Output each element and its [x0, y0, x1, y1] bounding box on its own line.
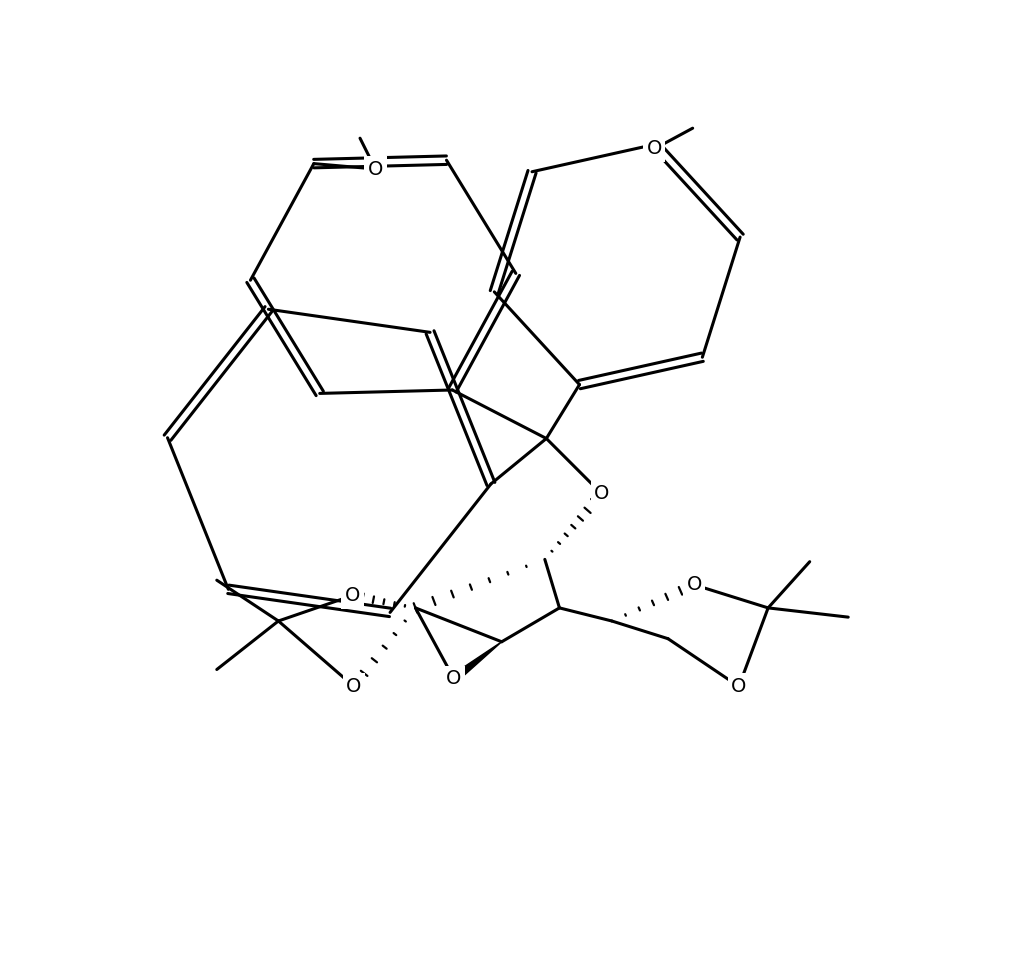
Text: O: O [686, 575, 701, 594]
Text: O: O [594, 484, 609, 503]
Text: O: O [646, 139, 662, 158]
Text: O: O [731, 677, 746, 696]
Text: O: O [446, 670, 462, 688]
Polygon shape [452, 642, 502, 682]
Text: O: O [368, 159, 383, 179]
Text: O: O [346, 677, 361, 696]
Text: O: O [345, 586, 360, 606]
